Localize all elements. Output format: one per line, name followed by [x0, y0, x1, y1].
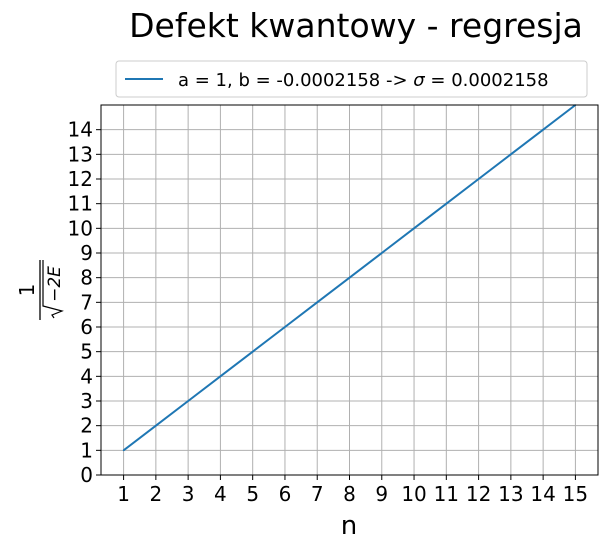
data-point: [445, 202, 448, 205]
y-tick-label: 5: [80, 340, 93, 364]
x-tick-label: 6: [279, 482, 292, 506]
data-point: [284, 326, 286, 328]
y-tick-label: 10: [68, 216, 93, 240]
y-axis-label-numerator: 1: [15, 284, 39, 297]
y-tick-label: 1: [80, 438, 93, 462]
y-tick-label: 7: [80, 290, 93, 314]
data-point: [348, 276, 351, 279]
y-axis-label-sqrt-sign: [42, 260, 64, 319]
x-tick-label: 14: [530, 482, 555, 506]
x-tick-label: 13: [498, 482, 523, 506]
x-tick-label: 5: [246, 482, 259, 506]
legend: a = 1, b = -0.0002158 -> σ = 0.0002158: [115, 60, 588, 98]
data-point: [477, 178, 480, 180]
data-point: [219, 375, 222, 378]
y-axis-label-radicand: −2E: [45, 266, 65, 302]
y-tick-label: 12: [68, 167, 93, 191]
data-point: [155, 424, 157, 427]
series-layer: [122, 104, 577, 452]
y-tick-label: 2: [80, 414, 93, 438]
y-axis-label: 1 −2E: [15, 260, 65, 320]
data-point: [187, 400, 189, 402]
data-point: [122, 449, 125, 452]
y-tick-label: 9: [80, 241, 93, 265]
x-tick-label: 12: [466, 482, 491, 506]
data-point: [316, 301, 319, 304]
x-tick-label: 9: [375, 482, 388, 506]
y-tick-label: 3: [80, 389, 93, 413]
x-tick-label: 11: [434, 482, 459, 506]
legend-box: [115, 60, 588, 98]
data-point: [413, 227, 415, 230]
y-tick-label: 4: [80, 364, 93, 388]
y-tick-label: 0: [80, 463, 93, 487]
x-tick-label: 4: [214, 482, 227, 506]
x-tick-label: 10: [401, 482, 426, 506]
x-axis-label: n: [341, 511, 357, 541]
y-tick-label: 11: [68, 192, 93, 216]
data-point: [251, 350, 254, 353]
chart-title: Defekt kwantowy - regresja: [129, 6, 583, 45]
data-point: [380, 252, 383, 254]
x-tick-label: 8: [343, 482, 356, 506]
x-axis: 1 2 3 4 5 6 7 8 9 10 11 12 13 14 15: [117, 475, 588, 506]
y-tick-label: 13: [68, 142, 93, 166]
legend-label-part-2: = 0.0002158: [425, 70, 549, 91]
x-tick-label: 1: [117, 482, 130, 506]
data-point: [510, 153, 512, 156]
y-tick-label: 14: [68, 118, 93, 142]
legend-label-part-1: a = 1, b = -0.0002158 ->: [178, 70, 413, 91]
x-tick-label: 15: [563, 482, 588, 506]
x-tick-label: 3: [182, 482, 195, 506]
legend-label-sigma: σ: [413, 70, 425, 91]
legend-label: a = 1, b = -0.0002158 -> σ = 0.0002158: [178, 70, 549, 91]
x-tick-label: 2: [149, 482, 162, 506]
data-point: [542, 128, 544, 131]
x-tick-label: 7: [311, 482, 324, 506]
y-tick-label: 6: [80, 315, 93, 339]
grid: [101, 105, 598, 476]
y-tick-label: 8: [80, 266, 93, 290]
